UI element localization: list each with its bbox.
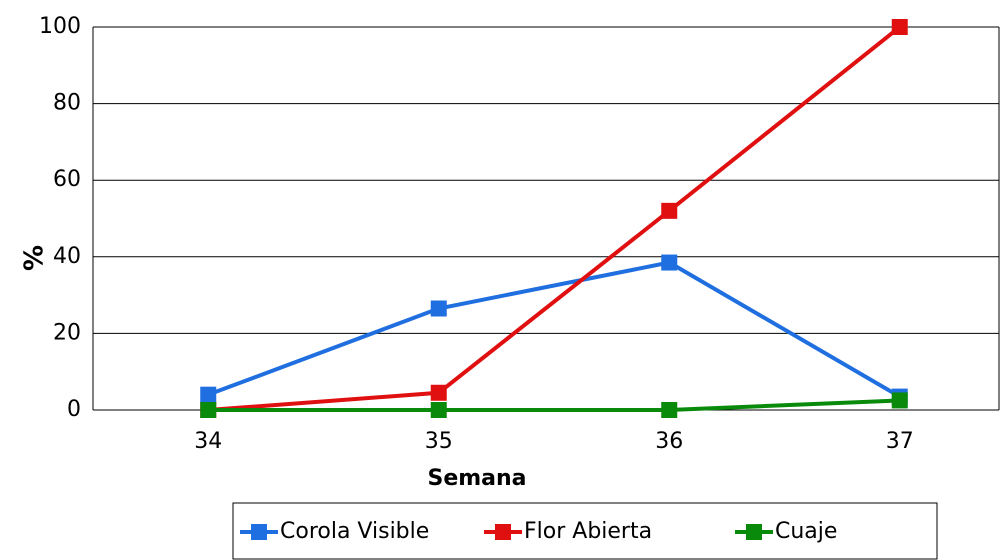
legend-label: Cuaje — [775, 519, 837, 544]
data-point — [200, 402, 217, 418]
data-point — [200, 386, 217, 403]
y-axis-title: % — [20, 245, 50, 271]
legend-box — [232, 502, 938, 560]
x-tick-label: 34 — [194, 429, 222, 454]
legend-label: Corola Visible — [280, 519, 429, 544]
x-axis-title: Semana — [427, 466, 526, 491]
y-tick-label: 20 — [53, 320, 81, 345]
legend-marker — [495, 524, 511, 540]
series-line — [208, 398, 900, 412]
data-point — [430, 402, 447, 418]
data-point — [891, 392, 908, 409]
y-tick-label: 80 — [53, 91, 81, 116]
data-point — [430, 300, 447, 317]
y-tick-label: 60 — [53, 167, 81, 192]
x-tick-label: 35 — [425, 429, 453, 454]
y-tick-label: 0 — [67, 397, 81, 422]
series-line — [207, 260, 901, 399]
y-tick-label: 40 — [53, 244, 81, 269]
data-point — [661, 402, 678, 418]
x-tick-label: 37 — [886, 429, 914, 454]
legend-marker — [251, 524, 267, 540]
data-point — [661, 202, 678, 219]
y-tick-label: 100 — [39, 14, 81, 39]
legend-label: Flor Abierta — [524, 519, 652, 544]
data-point — [891, 19, 908, 35]
series-line — [208, 25, 901, 412]
data-point — [661, 254, 678, 271]
x-tick-label: 36 — [655, 429, 683, 454]
data-point — [430, 384, 447, 401]
legend-marker — [746, 524, 762, 540]
